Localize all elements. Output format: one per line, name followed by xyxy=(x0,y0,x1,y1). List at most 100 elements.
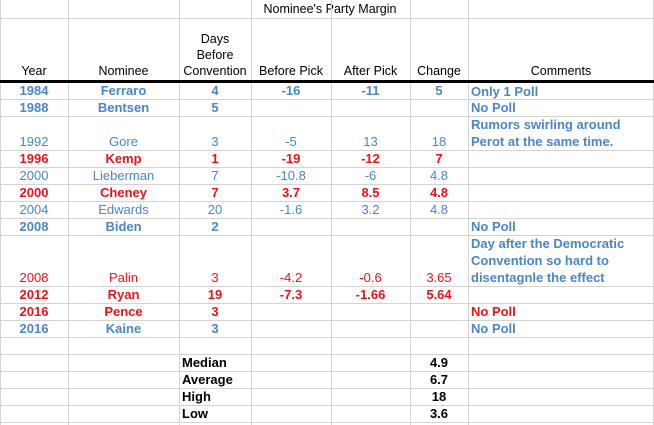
summary-value: 3.6 xyxy=(429,405,449,421)
header-change: Change xyxy=(417,64,461,78)
cell-nominee: Ryan xyxy=(107,287,140,302)
cell-nominee: Lieberman xyxy=(92,168,155,183)
cell-after: 3.2 xyxy=(361,202,380,217)
cell-after xyxy=(331,303,410,320)
cell-change xyxy=(410,218,468,235)
cell-comment xyxy=(468,184,654,201)
cell-after: 13 xyxy=(363,134,378,149)
cell-year: 1992 xyxy=(19,134,49,149)
summary-label: Average xyxy=(182,371,233,387)
cell-comment: No Poll xyxy=(471,219,516,234)
cell-year: 2008 xyxy=(19,270,49,285)
cell-after: -12 xyxy=(361,151,380,166)
cell-nominee: Gore xyxy=(109,134,138,149)
cell-days: 3 xyxy=(211,321,219,336)
column-gridline xyxy=(179,0,180,425)
summary-value: 18 xyxy=(431,388,447,404)
cell-nominee: Kaine xyxy=(105,321,142,336)
row-gridline xyxy=(0,218,654,219)
cell-year: 1996 xyxy=(19,151,49,166)
row-gridline xyxy=(0,184,654,185)
cell-year: 2016 xyxy=(19,321,49,336)
cell-after xyxy=(331,218,410,235)
cell-before: -7.3 xyxy=(279,287,303,302)
column-gridline xyxy=(468,0,469,425)
row-gridline xyxy=(0,337,654,338)
row-gridline xyxy=(0,371,654,372)
cell-year: 2008 xyxy=(19,219,49,234)
cell-change xyxy=(410,99,468,116)
row-gridline xyxy=(0,18,654,19)
cell-days: 19 xyxy=(207,287,223,302)
row-gridline xyxy=(0,422,654,423)
row-gridline xyxy=(0,405,654,406)
column-gridline xyxy=(410,0,411,425)
cell-before xyxy=(251,218,331,235)
cell-before: -1.6 xyxy=(279,202,303,217)
cell-before xyxy=(251,320,331,337)
cell-change: 4.8 xyxy=(429,202,449,217)
cell-days: 2 xyxy=(211,219,219,234)
cell-days: 5 xyxy=(211,100,219,115)
cell-year: 2000 xyxy=(19,185,49,200)
cell-year: 1988 xyxy=(19,100,49,115)
row-gridline xyxy=(0,235,654,236)
cell-change: 7 xyxy=(435,151,443,166)
cell-change: 4.8 xyxy=(429,168,449,183)
cell-before: -5 xyxy=(285,134,297,149)
cell-change: 3.65 xyxy=(426,270,452,285)
cell-year: 2016 xyxy=(19,304,49,319)
cell-nominee: Cheney xyxy=(100,185,147,200)
cell-change: 18 xyxy=(431,134,447,149)
cell-change xyxy=(410,303,468,320)
cell-nominee: Kemp xyxy=(105,151,142,166)
cell-comment xyxy=(468,150,654,167)
cell-days: 3 xyxy=(211,270,219,285)
cell-days: 7 xyxy=(211,185,219,200)
row-gridline xyxy=(0,201,654,202)
cell-nominee: Biden xyxy=(105,219,142,234)
header-days-line2: Before xyxy=(196,48,234,62)
cell-days: 3 xyxy=(211,134,219,149)
row-gridline xyxy=(0,388,654,389)
cell-after: -0.6 xyxy=(359,270,382,285)
cell-nominee: Bentsen xyxy=(97,100,150,115)
cell-change: 4.8 xyxy=(429,185,449,200)
cell-before: -16 xyxy=(281,83,301,98)
summary-value: 6.7 xyxy=(429,371,449,387)
cell-days: 3 xyxy=(211,304,219,319)
cell-comment: No Poll xyxy=(471,100,516,115)
row-gridline xyxy=(0,286,654,287)
cell-after: -1.66 xyxy=(355,287,386,302)
cell-after: 8.5 xyxy=(361,185,380,200)
cell-change: 5.64 xyxy=(426,287,452,302)
cell-year: 2000 xyxy=(19,168,49,183)
header-before-pick: Before Pick xyxy=(259,64,323,78)
cell-before: -10.8 xyxy=(276,168,306,183)
cell-before xyxy=(251,99,331,116)
summary-label: High xyxy=(182,388,211,404)
summary-label: Median xyxy=(182,354,227,370)
cell-comment: Day after the Democratic Convention so h… xyxy=(471,236,625,285)
header-rule xyxy=(0,80,654,83)
cell-comment: Only 1 Poll xyxy=(471,84,539,99)
summary-label: Low xyxy=(182,405,208,421)
row-gridline xyxy=(0,150,654,151)
column-gridline xyxy=(251,0,252,425)
cell-comment: No Poll xyxy=(471,304,516,319)
cell-change: 5 xyxy=(435,83,443,98)
cell-nominee: Pence xyxy=(104,304,143,319)
cell-year: 2012 xyxy=(19,287,49,302)
header-days-line1: Days xyxy=(200,32,230,46)
column-gridline xyxy=(331,0,332,425)
cell-before: -19 xyxy=(281,151,301,166)
cell-before: -4.2 xyxy=(279,270,303,285)
row-gridline xyxy=(0,354,654,355)
cell-after xyxy=(331,320,410,337)
cell-after: -11 xyxy=(361,83,380,98)
cell-days: 4 xyxy=(211,83,219,98)
column-gridline xyxy=(68,0,69,425)
header-nominee: Nominee xyxy=(98,64,149,78)
row-gridline xyxy=(0,116,654,117)
